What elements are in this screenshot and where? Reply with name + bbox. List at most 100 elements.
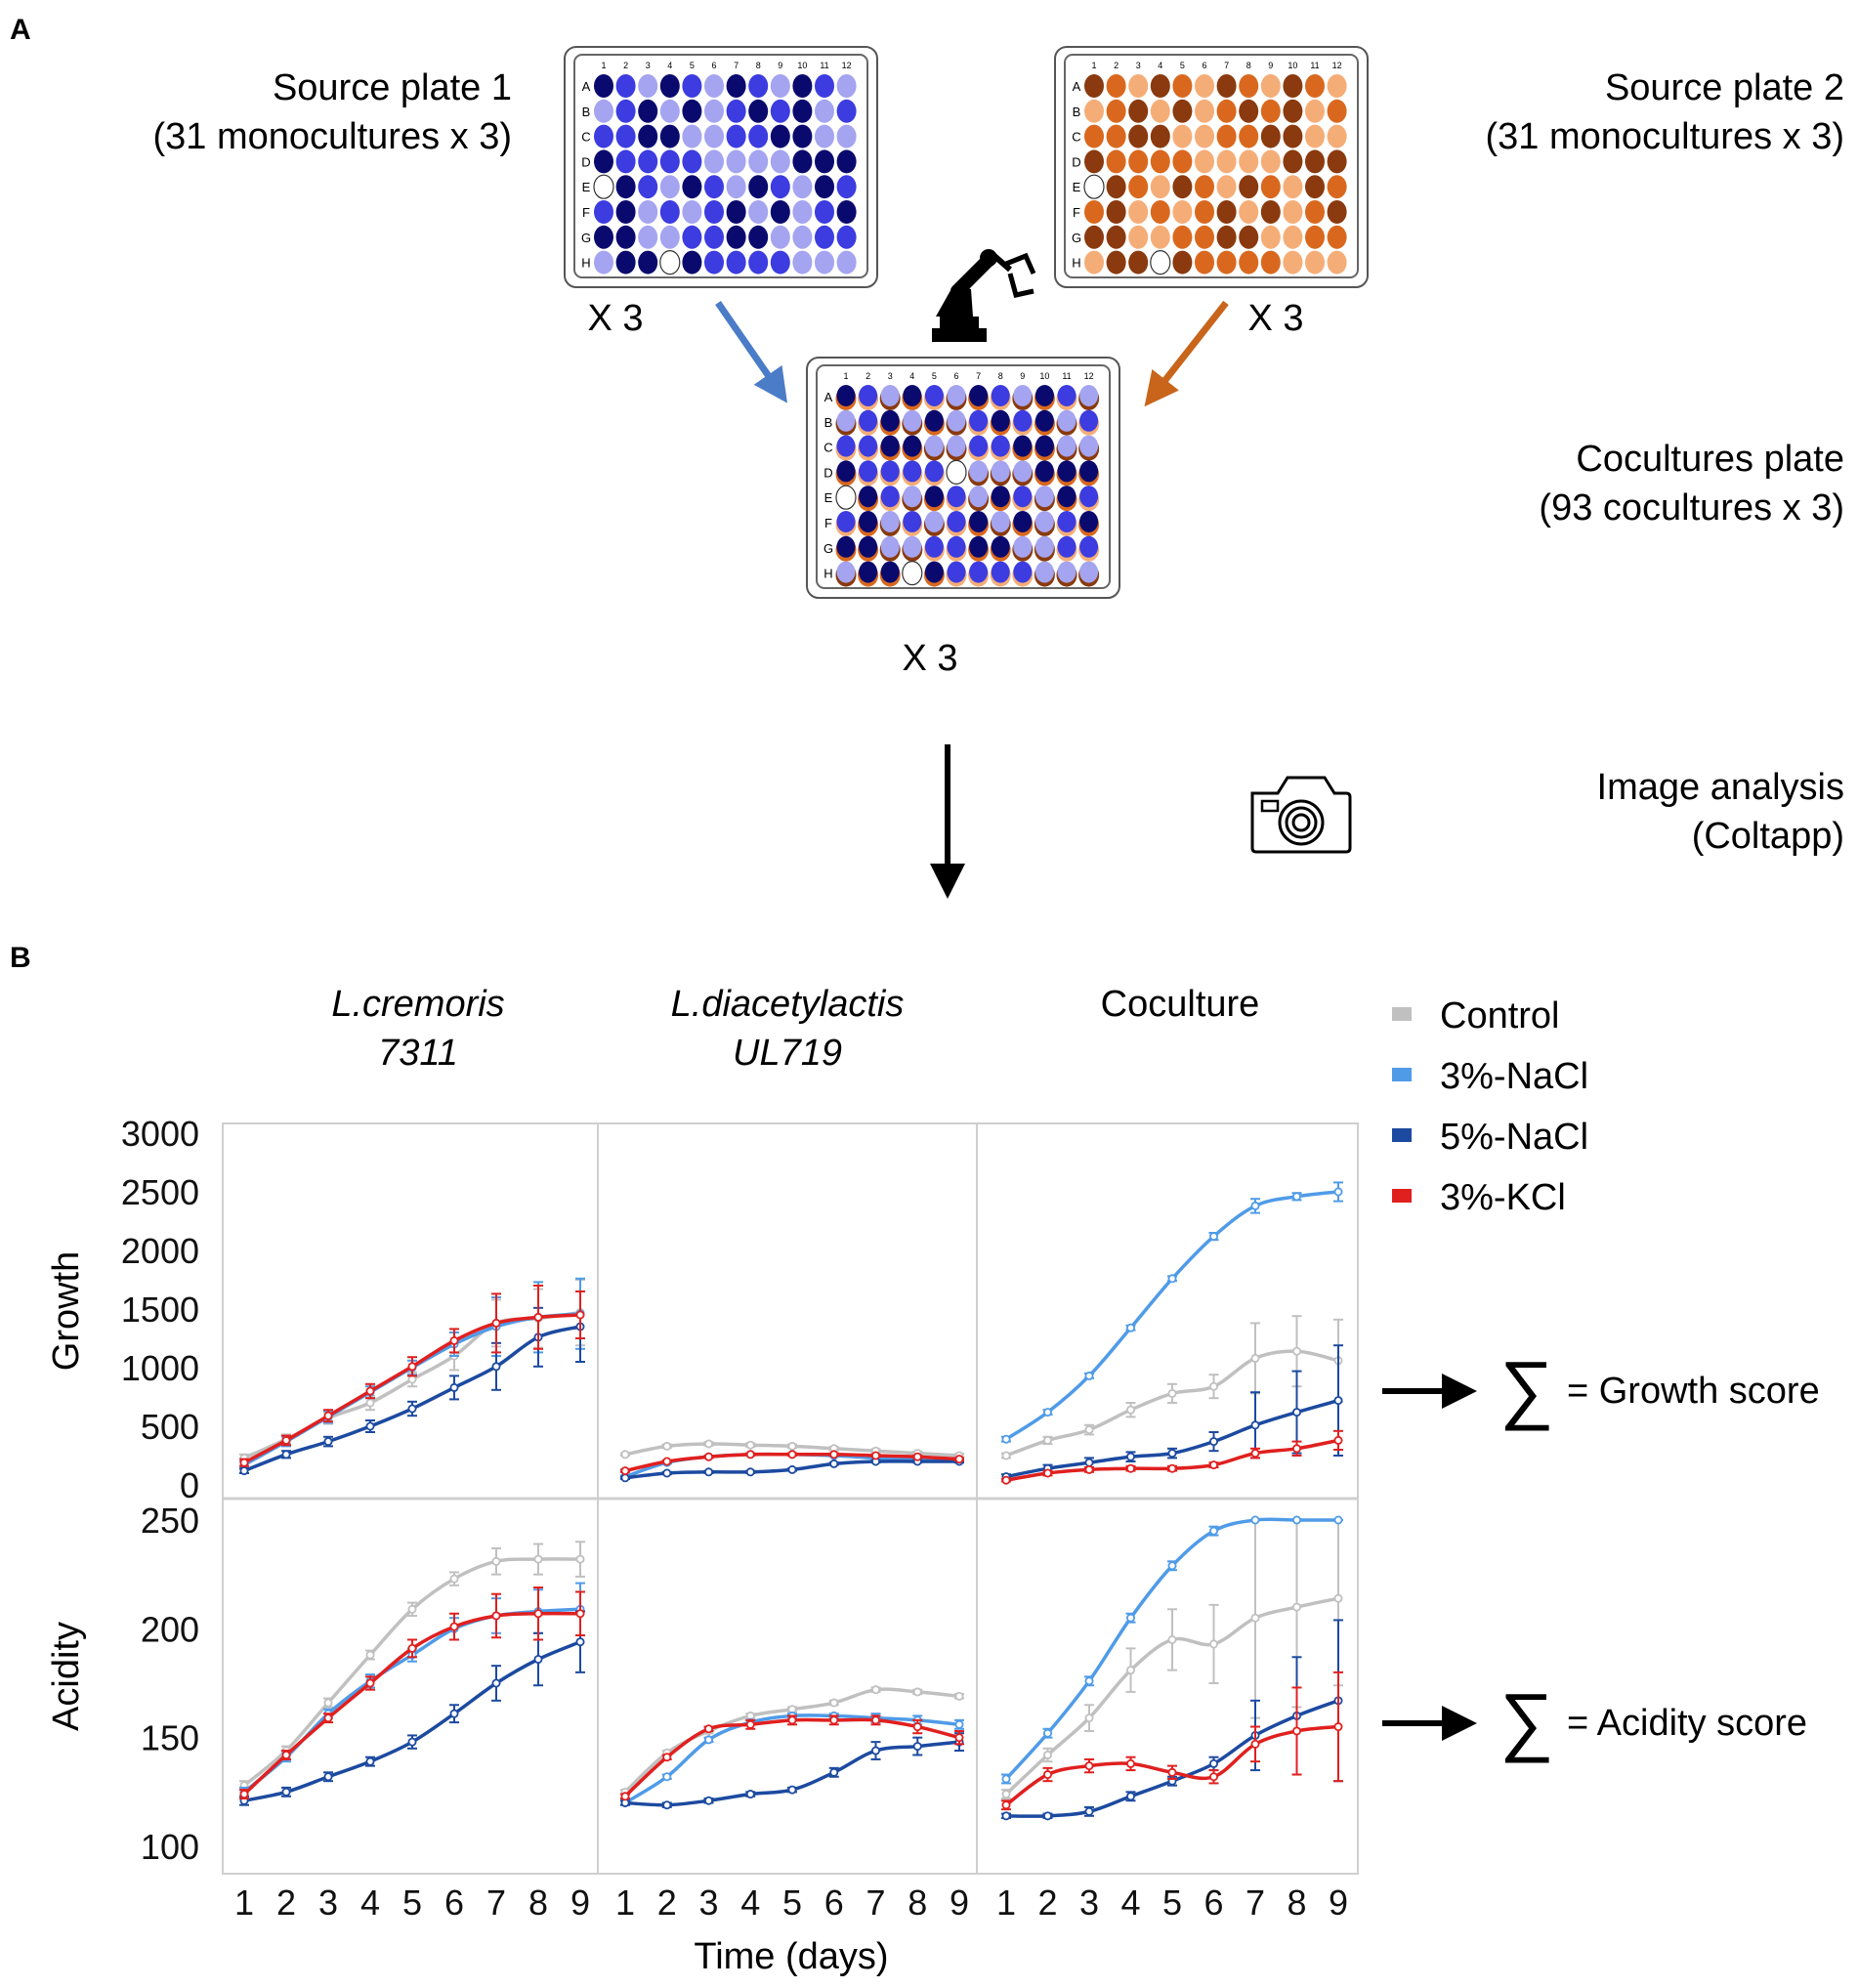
plate-well	[682, 149, 702, 174]
plate-well	[1327, 200, 1347, 224]
plate-well	[726, 250, 746, 275]
plate-well	[1150, 149, 1170, 174]
x-tick-label: 5	[402, 1882, 422, 1923]
plate-well	[836, 250, 857, 275]
times-label-plate-1: X 3	[587, 298, 643, 339]
legend-label-3-kcl: 3%-KCl	[1440, 1177, 1566, 1218]
plate-well	[859, 535, 878, 558]
plate-well	[1305, 250, 1325, 275]
plate-well	[1150, 175, 1170, 199]
plate-well	[903, 385, 922, 406]
plate-well	[1305, 200, 1325, 224]
plate-well	[836, 124, 857, 148]
plate-column-number: 6	[1202, 61, 1206, 70]
plate-well	[748, 250, 769, 275]
data-point-5-nacl	[787, 1785, 797, 1795]
data-point-5-nacl	[1084, 1458, 1094, 1467]
data-point-3-kcl	[787, 1450, 797, 1459]
data-point-control	[829, 1698, 839, 1708]
data-point-control	[1167, 1388, 1177, 1398]
acidity-score-annotation: ∑ = Acidity score	[1382, 1677, 1807, 1763]
chart-frames	[222, 1122, 1359, 1875]
plate-column-number: 8	[756, 61, 761, 70]
plate-well	[880, 535, 900, 558]
plate-well	[836, 74, 857, 98]
plate-well	[682, 99, 702, 123]
data-point-control	[1001, 1790, 1011, 1799]
plate-well	[1013, 435, 1033, 457]
plate-well-empty	[659, 250, 681, 275]
plate-column-number: 12	[1332, 61, 1342, 70]
plate-well	[1195, 74, 1214, 98]
data-point-control	[365, 1650, 375, 1660]
series-line-control	[242, 1557, 581, 1787]
data-point-5-nacl	[407, 1737, 417, 1747]
data-point-3-kcl	[704, 1724, 714, 1734]
data-point-control	[1250, 1613, 1260, 1623]
data-point-3-kcl	[745, 1719, 755, 1729]
plate-well	[859, 460, 878, 483]
chart-growth-0	[239, 1277, 585, 1476]
plate-row-letter: C	[823, 441, 832, 455]
data-point-5-nacl	[281, 1450, 291, 1459]
data-point-3-kcl	[365, 1678, 375, 1688]
data-point-3-kcl	[620, 1466, 630, 1476]
y-tick-label: 3000	[121, 1114, 199, 1154]
plate-well	[859, 561, 878, 583]
plate-column-number: 3	[646, 61, 651, 70]
data-point-5-nacl	[449, 1709, 459, 1718]
data-point-3-kcl	[449, 1335, 459, 1345]
plate-well	[1079, 385, 1099, 406]
plate-well	[1150, 124, 1170, 148]
data-point-3-kcl	[365, 1386, 375, 1396]
plate-well	[1195, 225, 1214, 249]
x-tick-label: 1	[615, 1882, 635, 1923]
data-point-3-kcl	[1126, 1758, 1136, 1768]
data-point-5-nacl	[407, 1404, 417, 1414]
plate-column-number: 12	[1084, 371, 1094, 381]
x-tick-label: 7	[866, 1882, 885, 1923]
times-label-coculture-plate: X 3	[902, 638, 957, 679]
plate-well	[1057, 460, 1077, 483]
data-point-3-nacl	[1333, 1187, 1343, 1197]
data-point-control	[1250, 1353, 1260, 1363]
plate-well	[969, 435, 989, 457]
data-point-3-nacl	[1001, 1774, 1011, 1784]
plate-well	[770, 74, 790, 98]
plate-well	[615, 250, 636, 275]
plate-well	[991, 385, 1010, 406]
y-tick-label: 1000	[121, 1348, 199, 1388]
plate-row-letter: E	[1073, 180, 1081, 194]
plate-well	[1216, 99, 1237, 123]
data-point-3-kcl	[1084, 1761, 1094, 1771]
plate-well	[836, 511, 856, 532]
legend: Control 3%-NaCl 5%-NaCl 3%-KCl	[1392, 995, 1588, 1218]
plate-well	[1260, 225, 1281, 249]
plate-well	[903, 535, 922, 558]
x-tick-label: 9	[950, 1882, 969, 1923]
plate-well	[880, 385, 900, 406]
data-point-5-nacl	[239, 1466, 249, 1476]
plate-well	[1327, 149, 1347, 174]
plate-well	[704, 74, 724, 98]
plate-well	[659, 74, 680, 98]
data-point-control	[1209, 1639, 1219, 1649]
data-point-3-kcl	[323, 1713, 333, 1723]
data-point-control	[407, 1375, 417, 1384]
x-tick-label: 7	[1246, 1882, 1265, 1923]
plate-well	[726, 74, 746, 98]
x-tick-label: 4	[1120, 1882, 1140, 1923]
plate-well	[903, 435, 922, 457]
data-point-5-nacl	[365, 1756, 375, 1766]
data-point-control	[449, 1574, 459, 1584]
data-point-3-kcl	[491, 1611, 501, 1621]
data-point-3-kcl	[620, 1792, 630, 1801]
plate-well	[1128, 250, 1149, 275]
data-point-5-nacl	[491, 1362, 501, 1372]
plate-well	[638, 74, 658, 98]
plate-well	[1195, 250, 1214, 275]
plate-row-letter: A	[824, 390, 833, 404]
